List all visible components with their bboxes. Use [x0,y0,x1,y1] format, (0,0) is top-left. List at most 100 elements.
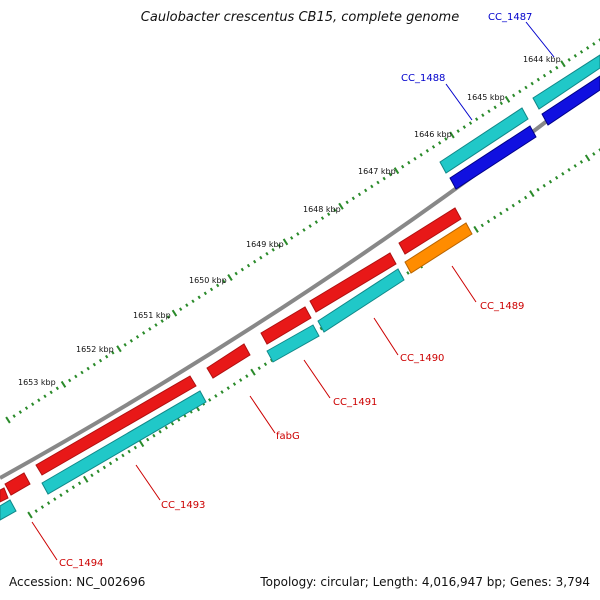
gene-label-cc1491[interactable]: CC_1491 [333,397,377,408]
minor-tick [257,366,261,371]
minor-tick [92,362,96,367]
scale-label: 1650 kbp [189,276,227,285]
leader-cc1487 [525,21,555,58]
minor-tick [240,267,244,272]
minor-tick [37,398,41,403]
minor-tick [425,149,429,153]
gene-arrow-cc1490-red[interactable] [309,252,397,313]
minor-tick [24,406,29,410]
minor-tick [598,148,600,152]
minor-tick [579,160,584,164]
scale-labels: 1644 kbp 1645 kbp 1646 kbp 1647 kbp 1648… [18,55,561,387]
minor-tick [598,38,600,42]
minor-tick [239,378,243,382]
gene-arrow-cc1494-red[interactable] [4,472,31,496]
gene-arrow-cc1491-cyan[interactable] [266,324,320,363]
gene-arrow-cc1493-cyan[interactable] [41,390,207,495]
minor-tick [351,196,355,201]
gene-label-cc1488[interactable]: CC_1488 [401,73,445,84]
leader-cc1489 [451,265,477,303]
minor-tick [108,461,113,466]
minor-tick [499,101,503,106]
gene-arrow-cc1488-cyan[interactable] [439,107,529,174]
minor-tick [518,89,522,94]
label-leader-lines [31,21,555,561]
outer-tick-ring [5,38,600,424]
minor-tick [271,247,275,252]
minor-tick [438,141,442,145]
gene-arrow-cc1487-blue[interactable] [541,75,600,126]
minor-tick [170,421,175,426]
minor-tick [406,271,410,275]
minor-tick [431,145,436,149]
minor-tick [90,473,94,478]
minor-tick [259,255,263,260]
minor-tick [333,208,337,213]
minor-tick [592,42,596,46]
gene-label-cc1487[interactable]: CC_1487 [488,12,532,23]
minor-tick [74,374,78,379]
major-tick [584,154,591,162]
minor-tick [246,263,251,268]
minor-tick [31,402,35,406]
minor-tick [277,244,281,248]
gene-label-cc1489[interactable]: CC_1489 [480,301,524,312]
minor-tick [34,509,38,513]
minor-tick [382,176,386,181]
gene-label-fabg[interactable]: fabG [276,431,300,442]
gene-label-cc1490[interactable]: CC_1490 [400,353,444,364]
leader-cc1494 [31,521,58,561]
minor-tick [123,342,127,347]
minor-tick [505,207,509,212]
minor-tick [345,200,349,205]
minor-tick [18,410,22,414]
minor-tick [179,307,183,311]
scale-label: 1645 kbp [467,93,505,102]
minor-tick [55,386,59,391]
minor-tick [135,335,140,339]
gene-label-cc1493[interactable]: CC_1493 [161,500,205,511]
major-tick [227,274,233,281]
minor-tick [111,350,115,355]
minor-tick [102,465,106,470]
minor-tick [40,505,45,509]
minor-tick [567,57,571,62]
minor-tick [493,215,497,220]
minor-tick [388,172,392,177]
minor-tick [573,54,577,58]
gene-arrow-fabg[interactable] [206,343,251,379]
scale-label: 1652 kbp [76,345,114,354]
major-tick [282,238,289,246]
minor-tick [208,398,212,402]
minor-tick [177,417,181,422]
minor-tick [296,232,300,236]
gene-arrow-cc1494-cyan[interactable] [0,499,17,521]
minor-tick [129,339,133,343]
gene-arrow-cc1490-cyan[interactable] [317,268,405,333]
minor-tick [80,370,84,375]
minor-tick [468,121,473,125]
minor-tick [586,46,590,50]
gene-arrow-cc1489-orange[interactable] [404,222,473,274]
leader-cc1493 [135,464,161,501]
minor-tick [561,172,565,176]
gene-label-cc1494[interactable]: CC_1494 [59,558,103,569]
minor-tick [65,489,69,493]
minor-tick [487,109,491,114]
gene-arrow-cc1493-red[interactable] [35,375,197,476]
minor-tick [401,164,405,169]
minor-tick [308,224,312,228]
gene-arrow-cc1488-blue[interactable] [449,125,537,190]
minor-tick [511,203,515,208]
minor-tick [49,390,53,395]
gene-arrow-cc1489-red[interactable] [398,207,462,255]
gene-arrow-cc1487-cyan[interactable] [532,54,600,110]
minor-tick [68,378,72,383]
accession-text: Accession: NC_002696 [9,575,146,589]
major-tick [560,60,566,68]
minor-tick [203,291,207,296]
minor-tick [290,236,294,240]
gene-arrow-cc1491-red[interactable] [260,306,312,345]
minor-tick [542,183,546,188]
